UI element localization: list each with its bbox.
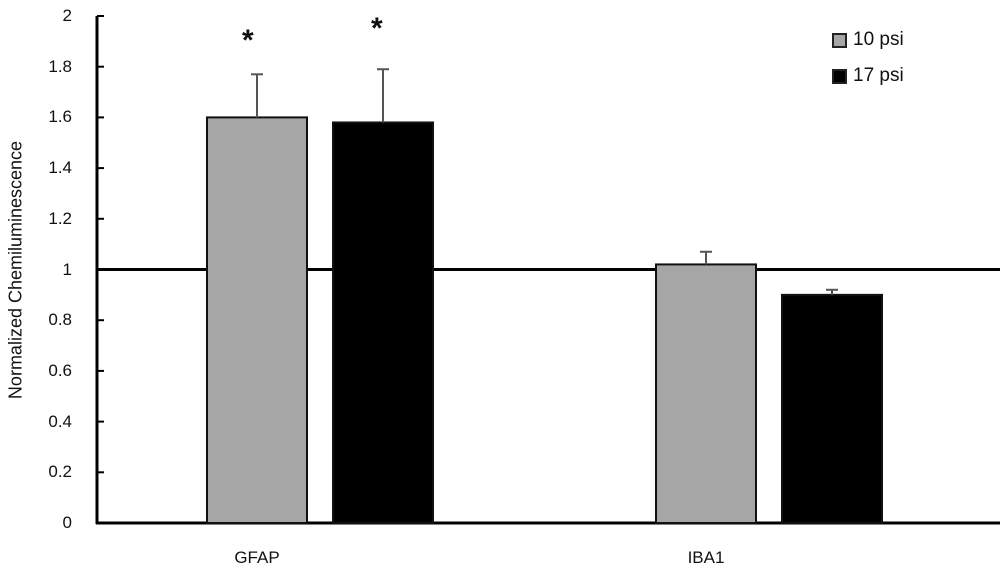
y-tick-label: 0.6 bbox=[48, 360, 72, 380]
y-tick-label: 0 bbox=[62, 513, 72, 532]
legend-swatch-17psi bbox=[832, 68, 847, 84]
bars bbox=[206, 68, 883, 525]
y-tick-label: 1.4 bbox=[48, 158, 72, 178]
significance-asterisk-gfap-17psi: * bbox=[371, 12, 383, 45]
significance-asterisk-gfap-10psi: * bbox=[242, 24, 254, 57]
y-tick-label: 0.8 bbox=[48, 310, 72, 330]
y-tick-label: 0.2 bbox=[48, 462, 72, 482]
legend: 10 psi 17 psi bbox=[832, 22, 904, 94]
y-ticks bbox=[97, 15, 104, 524]
legend-swatch-10psi bbox=[832, 32, 847, 48]
legend-label-10psi: 10 psi bbox=[853, 29, 904, 50]
y-tick-label: 1.2 bbox=[48, 208, 72, 228]
bar-gfap-10psi bbox=[206, 116, 308, 525]
bar-iba1-17psi bbox=[781, 293, 883, 524]
y-tick-label: 1.8 bbox=[48, 56, 72, 76]
bar-gfap-17psi bbox=[332, 121, 434, 524]
y-tick-label: 0.4 bbox=[48, 411, 72, 431]
y-tick-label: 2 bbox=[62, 6, 72, 25]
legend-label-17psi: 17 psi bbox=[853, 65, 904, 86]
y-tick-label: 1 bbox=[62, 259, 72, 279]
y-axis-label: Normalized Chemiluminescence bbox=[5, 140, 26, 400]
bar-iba1-10psi bbox=[655, 263, 757, 524]
legend-item-10psi: 10 psi bbox=[832, 22, 904, 58]
category-label-gfap: GFAP bbox=[234, 548, 280, 567]
category-label-iba1: IBA1 bbox=[687, 548, 725, 567]
y-tick-label: 1.6 bbox=[48, 107, 72, 127]
legend-item-17psi: 17 psi bbox=[832, 58, 904, 94]
